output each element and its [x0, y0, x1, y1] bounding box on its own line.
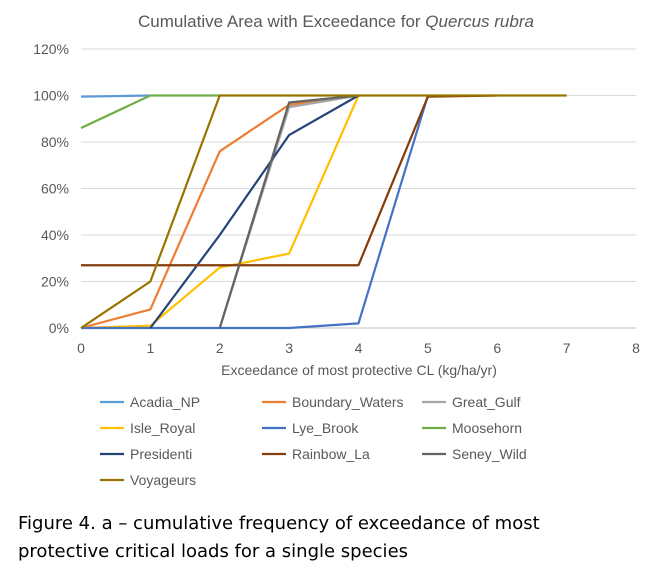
x-tick-label: 3	[285, 340, 293, 356]
legend-label: Presidenti	[130, 446, 192, 462]
y-tick-label: 120%	[33, 41, 69, 57]
chart-title-species: Quercus rubra	[425, 12, 534, 31]
y-tick-label: 80%	[41, 134, 69, 150]
series-lines	[80, 94, 567, 330]
x-axis-label: Exceedance of most protective CL (kg/ha/…	[221, 362, 497, 378]
series-line-great-gulf	[218, 94, 359, 329]
y-axis-ticks: 0% 20% 40% 60% 80% 100% 120%	[33, 41, 69, 336]
legend: Acadia_NP Boundary_Waters Great_Gulf Isle_R…	[100, 394, 527, 488]
x-tick-label: 2	[216, 340, 224, 356]
series-line-seney-wild	[218, 94, 359, 329]
series-line-presidenti	[149, 94, 360, 329]
x-tick-label: 7	[563, 340, 571, 356]
caption-line-1: Figure 4. a – cumulative frequency of ex…	[18, 513, 540, 534]
legend-item: Moosehorn	[422, 420, 522, 436]
legend-label: Lye_Brook	[292, 420, 359, 436]
x-axis-ticks: 0 1 2 3 4 5 6 7 8	[77, 340, 640, 356]
x-tick-label: 8	[632, 340, 640, 356]
series-line-moosehorn	[80, 94, 220, 130]
series-line-lye-brook	[81, 95, 429, 330]
y-tick-label: 100%	[33, 88, 69, 104]
figure-caption: Figure 4. a – cumulative frequency of ex…	[18, 510, 638, 566]
legend-label: Acadia_NP	[130, 394, 200, 410]
legend-label: Boundary_Waters	[292, 394, 404, 410]
chart-title: Cumulative Area with Exceedance for Quer…	[138, 12, 534, 31]
legend-label: Seney_Wild	[452, 446, 527, 462]
legend-item: Presidenti	[100, 446, 192, 462]
line-chart: Cumulative Area with Exceedance for Quer…	[33, 12, 640, 488]
legend-label: Voyageurs	[130, 472, 196, 488]
legend-item: Lye_Brook	[262, 420, 359, 436]
legend-label: Moosehorn	[452, 420, 522, 436]
y-tick-label: 20%	[41, 274, 69, 290]
legend-item: Great_Gulf	[422, 394, 521, 410]
series-line-boundary-waters	[80, 94, 359, 330]
caption-line-2: protective critical loads for a single s…	[18, 541, 409, 562]
legend-item: Seney_Wild	[422, 446, 527, 462]
legend-label: Isle_Royal	[130, 420, 195, 436]
legend-label: Rainbow_La	[292, 446, 370, 462]
x-tick-label: 0	[77, 340, 85, 356]
x-tick-label: 4	[355, 340, 363, 356]
series-line-voyageurs	[80, 94, 567, 329]
x-tick-label: 5	[424, 340, 432, 356]
y-tick-label: 0%	[49, 320, 69, 336]
legend-item: Isle_Royal	[100, 420, 195, 436]
x-tick-label: 6	[493, 340, 501, 356]
series-line-isle-royal	[80, 95, 360, 330]
legend-item: Acadia_NP	[100, 394, 200, 410]
y-tick-label: 40%	[41, 227, 69, 243]
legend-item: Rainbow_La	[262, 446, 370, 462]
series-line-acadia-np	[80, 94, 151, 98]
y-tick-label: 60%	[41, 181, 69, 197]
series-line-rainbow-la	[81, 94, 498, 267]
legend-item: Voyageurs	[100, 472, 196, 488]
legend-item: Boundary_Waters	[262, 394, 404, 410]
chart-title-prefix: Cumulative Area with Exceedance for	[138, 12, 425, 31]
x-tick-label: 1	[146, 340, 154, 356]
legend-label: Great_Gulf	[452, 394, 521, 410]
